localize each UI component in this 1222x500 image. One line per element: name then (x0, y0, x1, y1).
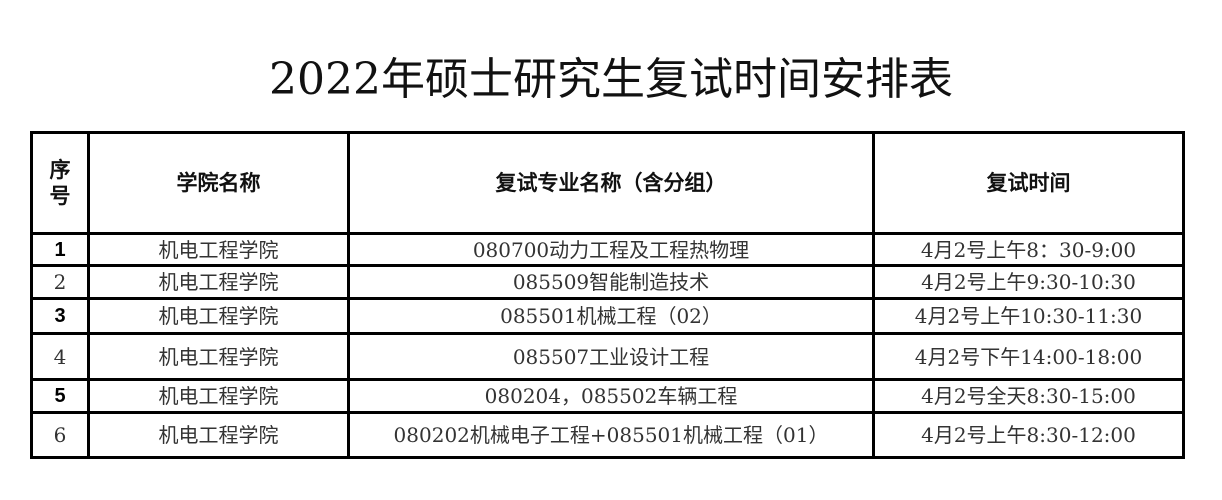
cell-seq: 5 (30, 378, 90, 414)
header-seq: 序 号 (30, 131, 90, 235)
cell-major: 080700动力工程及工程热物理 (347, 232, 875, 267)
cell-seq: 4 (30, 332, 90, 381)
table-row: 2 机电工程学院 085509智能制造技术 4月2号上午9:30-10:30 (30, 264, 1185, 300)
table-row: 3 机电工程学院 085501机械工程（02） 4月2号上午10:30-11:3… (30, 297, 1185, 335)
table-row: 5 机电工程学院 080204，085502车辆工程 4月2号全天8:30-15… (30, 378, 1185, 414)
cell-major: 085507工业设计工程 (347, 332, 875, 381)
cell-seq: 3 (30, 297, 90, 335)
cell-time: 4月2号下午14:00-18:00 (872, 332, 1185, 381)
header-time: 复试时间 (872, 131, 1185, 235)
table-header-row: 序 号 学院名称 复试专业名称（含分组） 复试时间 (30, 131, 1185, 235)
cell-time: 4月2号全天8:30-15:00 (872, 378, 1185, 414)
schedule-table: 序 号 学院名称 复试专业名称（含分组） 复试时间 1 机电工程学院 08070… (30, 131, 1185, 459)
cell-college: 机电工程学院 (87, 332, 350, 381)
cell-major: 080204，085502车辆工程 (347, 378, 875, 414)
header-college: 学院名称 (87, 131, 350, 235)
cell-time: 4月2号上午8:30-12:00 (872, 411, 1185, 459)
cell-college: 机电工程学院 (87, 297, 350, 335)
cell-major: 085509智能制造技术 (347, 264, 875, 300)
cell-college: 机电工程学院 (87, 378, 350, 414)
cell-time: 4月2号上午8：30-9:00 (872, 232, 1185, 267)
cell-major: 080202机械电子工程+085501机械工程（01） (347, 411, 875, 459)
cell-seq: 6 (30, 411, 90, 459)
table-row: 1 机电工程学院 080700动力工程及工程热物理 4月2号上午8：30-9:0… (30, 232, 1185, 267)
cell-major: 085501机械工程（02） (347, 297, 875, 335)
cell-seq: 1 (30, 232, 90, 267)
cell-time: 4月2号上午9:30-10:30 (872, 264, 1185, 300)
cell-time: 4月2号上午10:30-11:30 (872, 297, 1185, 335)
cell-college: 机电工程学院 (87, 411, 350, 459)
cell-college: 机电工程学院 (87, 264, 350, 300)
header-major: 复试专业名称（含分组） (347, 131, 875, 235)
page-title: 2022年硕士研究生复试时间安排表 (269, 54, 953, 105)
table-row: 6 机电工程学院 080202机械电子工程+085501机械工程（01） 4月2… (30, 411, 1185, 459)
cell-college: 机电工程学院 (87, 232, 350, 267)
cell-seq: 2 (30, 264, 90, 300)
table-row: 4 机电工程学院 085507工业设计工程 4月2号下午14:00-18:00 (30, 332, 1185, 381)
